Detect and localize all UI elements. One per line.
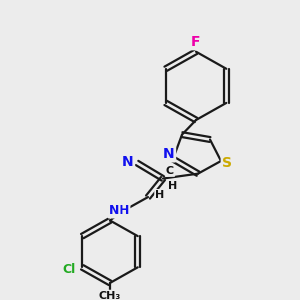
Text: H: H [119, 204, 129, 217]
Text: Cl: Cl [63, 263, 76, 276]
Text: F: F [191, 35, 201, 49]
Text: H: H [168, 181, 178, 191]
Text: N: N [109, 204, 119, 217]
Text: N: N [122, 155, 134, 169]
Text: C: C [166, 166, 174, 176]
Text: N: N [163, 147, 175, 161]
Text: H: H [155, 190, 165, 200]
Text: S: S [222, 156, 232, 170]
Text: CH₃: CH₃ [99, 291, 121, 300]
